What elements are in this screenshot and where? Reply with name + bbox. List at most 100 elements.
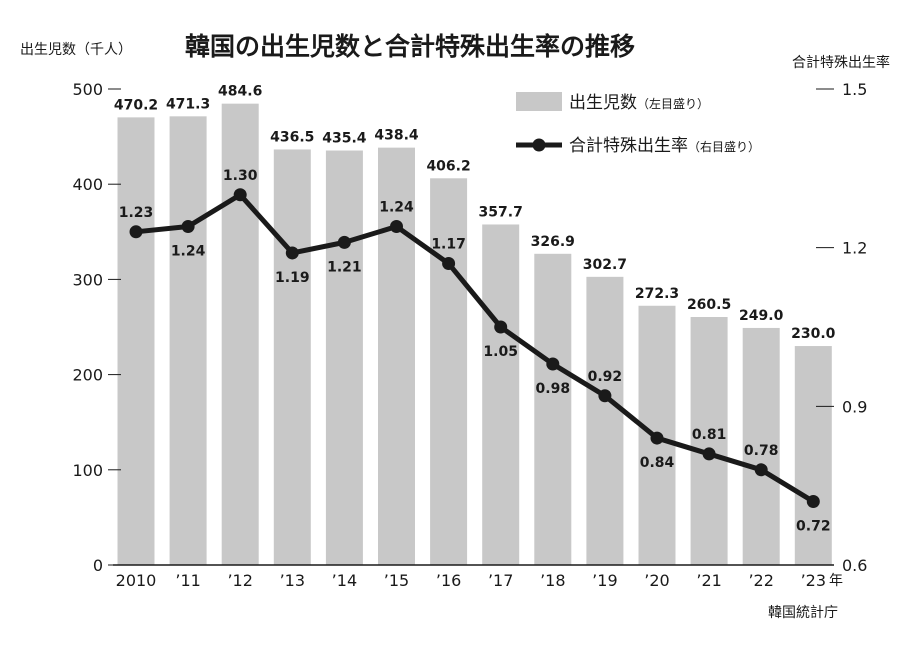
x-tick-label-4: ’14 [332, 571, 357, 590]
left-tick-label-0: 0 [93, 556, 103, 575]
rate-point-0 [129, 225, 143, 239]
bar-value-label-3: 436.5 [270, 129, 314, 145]
bar-series [117, 103, 832, 566]
chart-title: 韓国の出生児数と合計特殊出生率の推移 [185, 32, 635, 61]
rate-label-10: 0.84 [640, 455, 675, 471]
bar-0 [117, 117, 155, 565]
bar-value-label-12: 249.0 [739, 308, 784, 324]
legend-line-name: 合計特殊出生率 [569, 136, 688, 156]
rate-label-3: 1.19 [275, 270, 310, 286]
rate-label-6: 1.17 [431, 237, 466, 253]
rate-label-13: 0.72 [796, 519, 831, 535]
x-tick-label-2: ’12 [227, 571, 252, 590]
left-tick-label-3: 300 [72, 270, 103, 289]
rate-point-12 [754, 463, 768, 477]
rate-point-13 [806, 495, 820, 509]
rate-point-3 [285, 246, 299, 260]
left-axis-label: 出生児数（千人） [20, 42, 132, 58]
bar-value-label-1: 471.3 [166, 96, 210, 112]
rate-line [135, 192, 815, 504]
rate-point-9 [598, 389, 612, 403]
rate-label-8: 0.98 [536, 381, 571, 397]
left-tick-label-5: 500 [72, 80, 103, 99]
bar-12 [742, 327, 780, 565]
bar-value-label-7: 357.7 [479, 204, 523, 220]
legend-bar-name: 出生児数 [569, 93, 637, 113]
bar-value-label-13: 230.0 [791, 326, 836, 342]
bar-9 [586, 276, 624, 565]
rate-label-2: 1.30 [223, 168, 258, 184]
bar-8 [534, 253, 572, 565]
legend-line-note: （右目盛り） [688, 139, 760, 154]
rate-label-4: 1.21 [327, 259, 362, 275]
rate-label-9: 0.92 [588, 369, 623, 385]
bar-value-label-5: 438.4 [374, 128, 419, 144]
x-tick-label-11: ’21 [696, 571, 721, 590]
legend-line-marker [532, 138, 546, 152]
x-tick-label-6: ’16 [436, 571, 461, 590]
bar-3 [273, 149, 311, 565]
x-unit-label: 年 [829, 573, 843, 589]
rate-label-12: 0.78 [744, 443, 779, 459]
bar-value-label-8: 326.9 [531, 234, 575, 250]
right-tick-label-1: 0.9 [842, 397, 867, 416]
bar-1 [169, 116, 207, 566]
rate-label-7: 1.05 [483, 344, 518, 360]
source-label: 韓国統計庁 [768, 605, 838, 621]
bar-6 [430, 178, 468, 565]
legend-line-label: 合計特殊出生率（右目盛り） [569, 136, 760, 156]
bar-value-label-9: 302.7 [583, 257, 627, 273]
bar-value-label-4: 435.4 [322, 130, 367, 146]
right-tick-label-0: 0.6 [842, 556, 867, 575]
rate-point-11 [702, 447, 716, 461]
rate-point-8 [546, 357, 560, 371]
axes: 0 100 200 300 400 500 0.6 0.9 1.2 1.5 [72, 80, 867, 575]
bar-value-label-11: 260.5 [687, 297, 731, 313]
rate-label-1: 1.24 [171, 244, 206, 260]
x-tick-label-3: ’13 [280, 571, 305, 590]
x-tick-label-1: ’11 [175, 571, 200, 590]
x-tick-label-0: 2010 [116, 571, 157, 590]
rate-point-4 [337, 235, 351, 249]
rate-point-7 [494, 320, 508, 334]
rate-point-2 [233, 188, 247, 202]
legend-bar-label: 出生児数（左目盛り） [569, 93, 709, 113]
left-tick-label-1: 100 [72, 461, 103, 480]
x-tick-label-13: ’23 [801, 571, 826, 590]
bar-2 [221, 103, 259, 565]
x-tick-label-8: ’18 [540, 571, 565, 590]
x-tick-label-10: ’20 [644, 571, 669, 590]
right-axis-label: 合計特殊出生率 [792, 54, 890, 71]
x-tick-label-12: ’22 [748, 571, 773, 590]
line-series: 1.23 1.24 1.30 1.19 1.21 1.24 1.17 1.05 0.98 0.92… [119, 168, 831, 535]
legend-bar-note: （左目盛り） [637, 96, 709, 111]
right-tick-label-3: 1.5 [842, 80, 867, 99]
x-tick-label-5: ’15 [384, 571, 409, 590]
legend-bar-swatch [516, 92, 562, 111]
bar-value-label-10: 272.3 [635, 286, 679, 302]
rate-point-1 [181, 220, 195, 234]
bar-5 [378, 147, 415, 566]
bar-4 [325, 150, 363, 565]
rate-label-11: 0.81 [692, 427, 727, 443]
left-tick-label-2: 200 [72, 366, 103, 385]
right-tick-label-2: 1.2 [842, 239, 867, 258]
rate-point-10 [650, 431, 664, 445]
x-tick-label-7: ’17 [488, 571, 513, 590]
bar-value-label-2: 484.6 [218, 84, 262, 100]
rate-point-6 [442, 257, 456, 271]
bar-value-label-6: 406.2 [426, 158, 470, 174]
bar-value-label-0: 470.2 [114, 97, 158, 113]
left-tick-label-4: 400 [72, 175, 103, 194]
x-tick-label-9: ’19 [592, 571, 617, 590]
x-axis-labels: 2010 ’11 ’12 ’13 ’14 ’15 ’16 ’17 ’18 ’19 ’20 ’21 ’22… [116, 571, 826, 590]
bar-11 [690, 317, 728, 565]
rate-label-0: 1.23 [119, 205, 154, 221]
legend: 出生児数（左目盛り） 合計特殊出生率（右目盛り） [516, 92, 760, 156]
bar-value-labels: 470.2 471.3 484.6 436.5 435.4 438.4 406.2 357.7… [114, 84, 836, 342]
bar-13 [794, 346, 832, 565]
bar-7 [482, 224, 520, 565]
rate-point-5 [390, 220, 403, 234]
rate-label-5: 1.24 [379, 200, 414, 216]
